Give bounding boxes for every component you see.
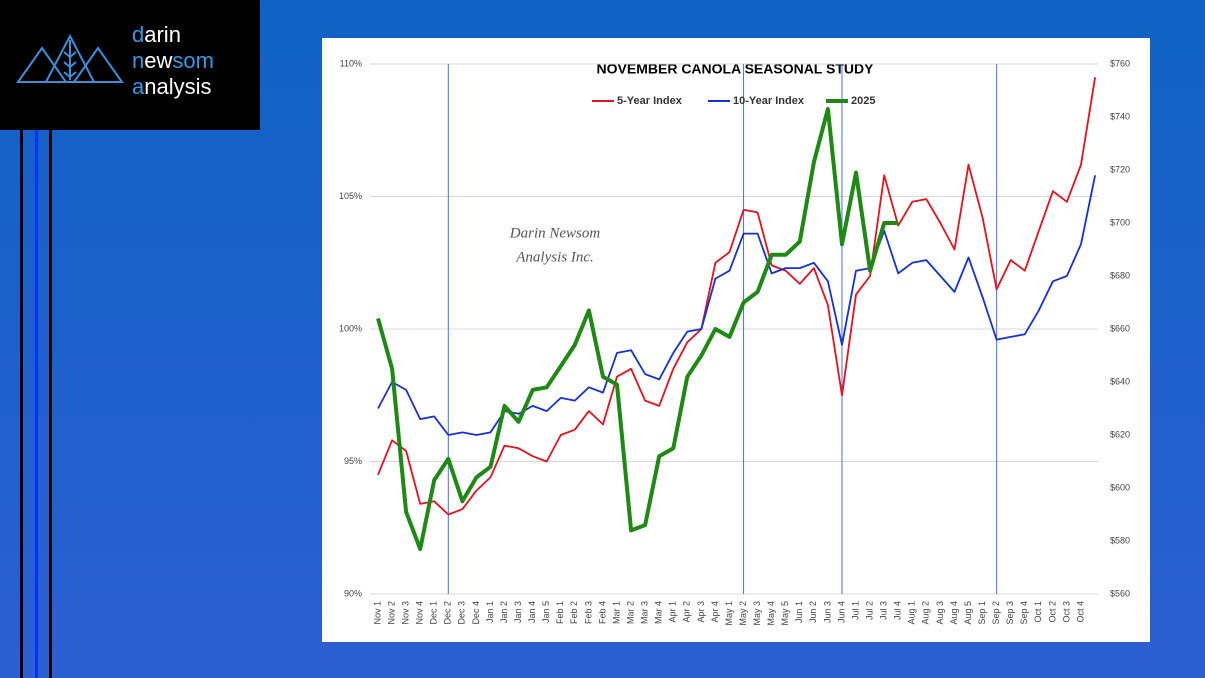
- x-tick-label: Apr 4: [710, 601, 720, 623]
- x-tick-label: Mar 4: [654, 601, 664, 624]
- x-tick-label: Dec 3: [457, 601, 467, 625]
- x-tick-label: Nov 2: [386, 601, 396, 625]
- y-tick-label: 110%: [340, 58, 362, 68]
- x-tick-label: Apr 3: [696, 601, 706, 623]
- logo-text: newsom: [132, 48, 214, 73]
- y-tick-label: 105%: [339, 191, 362, 201]
- x-tick-label: Jan 4: [527, 601, 537, 623]
- y2-tick-label: $760: [1110, 58, 1130, 68]
- x-tick-label: Oct 3: [1061, 601, 1071, 623]
- y2-tick-label: $620: [1110, 429, 1130, 439]
- y2-tick-label: $660: [1110, 323, 1130, 333]
- x-tick-label: Jul 2: [864, 601, 874, 620]
- x-tick-label: Jan 1: [485, 601, 495, 623]
- x-tick-label: May 4: [766, 601, 776, 626]
- x-tick-label: Sep 3: [1005, 601, 1015, 625]
- y-tick-label: 90%: [344, 588, 362, 598]
- logo-segment: d: [132, 22, 144, 47]
- side-bar: [35, 130, 38, 678]
- watermark: Darin Newsom: [509, 225, 601, 241]
- legend-label: 2025: [851, 95, 875, 107]
- x-tick-label: Jun 3: [822, 601, 832, 623]
- y2-tick-label: $680: [1110, 270, 1130, 280]
- x-tick-label: Jan 2: [499, 601, 509, 623]
- x-tick-label: Apr 1: [668, 601, 678, 623]
- x-tick-label: Jun 2: [808, 601, 818, 623]
- y2-tick-label: $640: [1110, 376, 1130, 386]
- logo-text: darin: [132, 22, 181, 47]
- x-tick-label: Aug 3: [935, 601, 945, 625]
- x-tick-label: Apr 2: [682, 601, 692, 623]
- x-tick-label: Jun 4: [836, 601, 846, 623]
- x-tick-label: Mar 3: [640, 601, 650, 624]
- x-tick-label: Jul 1: [850, 601, 860, 620]
- x-tick-label: Nov 4: [415, 601, 425, 625]
- y2-tick-label: $600: [1110, 482, 1130, 492]
- logo-mark: [16, 33, 124, 83]
- x-tick-label: Oct 2: [1047, 601, 1057, 623]
- x-tick-label: Mar 1: [611, 601, 621, 624]
- y2-tick-label: $560: [1110, 588, 1130, 598]
- x-tick-label: Jan 3: [513, 601, 523, 623]
- y2-tick-label: $700: [1110, 217, 1130, 227]
- x-tick-label: Feb 2: [569, 601, 579, 624]
- series-line: [376, 107, 899, 551]
- y2-tick-label: $720: [1110, 164, 1130, 174]
- side-bar: [20, 130, 23, 678]
- x-tick-label: Aug 4: [949, 601, 959, 625]
- chart-title: NOVEMBER CANOLA SEASONAL STUDY: [597, 61, 875, 77]
- x-tick-label: May 2: [738, 601, 748, 626]
- x-tick-label: Mar 2: [625, 601, 635, 624]
- x-tick-label: Dec 4: [471, 601, 481, 625]
- logo-segment: som: [172, 48, 214, 73]
- x-tick-label: May 5: [780, 601, 790, 626]
- logo-segment: n: [132, 48, 144, 73]
- x-tick-label: Feb 3: [583, 601, 593, 624]
- logo-text: analysis: [132, 74, 212, 99]
- x-tick-label: Feb 1: [555, 601, 565, 624]
- logo-segment: a: [132, 74, 145, 99]
- legend-label: 5-Year Index: [617, 95, 683, 107]
- logo-box: [0, 0, 260, 130]
- y-tick-label: 95%: [344, 456, 362, 466]
- x-tick-label: May 1: [724, 601, 734, 626]
- x-tick-label: Feb 4: [597, 601, 607, 624]
- x-tick-label: Jul 4: [893, 601, 903, 620]
- watermark: Analysis Inc.: [515, 249, 593, 265]
- x-tick-label: Jul 3: [879, 601, 889, 620]
- series-line: [377, 77, 1096, 516]
- x-tick-label: Nov 3: [400, 601, 410, 625]
- x-tick-label: Jan 5: [541, 601, 551, 623]
- logo-segment: arin: [144, 22, 181, 47]
- logo-segment: nalysis: [144, 74, 211, 99]
- x-tick-label: Sep 4: [1019, 601, 1029, 625]
- logo-segment: ew: [144, 48, 172, 73]
- y2-tick-label: $740: [1110, 111, 1130, 121]
- chart-area: [322, 38, 1150, 642]
- x-tick-label: Aug 5: [963, 601, 973, 625]
- y-tick-label: 100%: [339, 323, 362, 333]
- x-tick-label: Dec 1: [429, 601, 439, 625]
- x-tick-label: Sep 1: [977, 601, 987, 625]
- y2-tick-label: $580: [1110, 535, 1130, 545]
- legend-label: 10-Year Index: [733, 95, 805, 107]
- x-tick-label: Jun 1: [794, 601, 804, 623]
- x-tick-label: Sep 2: [991, 601, 1001, 625]
- x-tick-label: Aug 2: [921, 601, 931, 625]
- x-tick-label: Oct 1: [1033, 601, 1043, 623]
- side-bar: [49, 130, 52, 678]
- x-tick-label: Nov 1: [372, 601, 382, 625]
- x-tick-label: Aug 1: [907, 601, 917, 625]
- x-tick-label: Oct 4: [1075, 601, 1085, 623]
- x-tick-label: May 3: [752, 601, 762, 626]
- series-line: [377, 175, 1096, 436]
- x-tick-label: Dec 2: [443, 601, 453, 625]
